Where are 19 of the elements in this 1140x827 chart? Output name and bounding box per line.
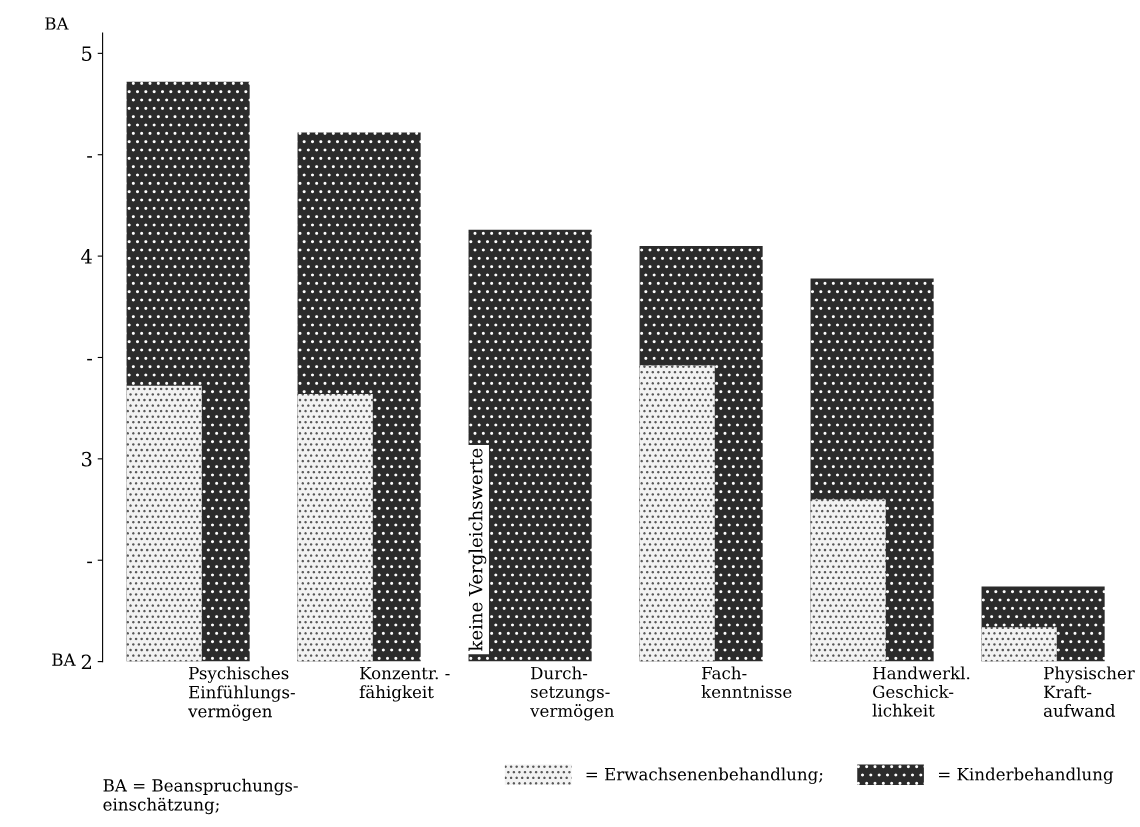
x-tick-label: Physischer Kraft- aufwand [1043,666,1135,717]
y-tick-label: 5 [82,46,92,62]
y-tick-label: 4 [81,249,92,264]
y-tick-label: - [87,156,93,158]
text: BA [52,653,76,666]
y-tick-label: 2 [81,654,91,669]
x-tick-label: Psychisches Einfühlungs- vermögen [188,666,295,721]
x-tick-label: Durch- setzungs- vermögen [530,666,614,721]
legend-label: = Kinderbehandlung [939,767,1114,784]
legend-label: = Erwachsenenbehandlung; [586,767,823,784]
y-tick-label: 3 [81,451,92,467]
y-tick-label: - [87,561,93,564]
text: BA = Beanspruchungs- einschätzung; [103,778,298,815]
x-tick-label: Fach- kenntnisse [701,666,792,699]
x-tick-label: Konzentr. - fähigkeit [359,666,450,702]
y-axis-title: BA [45,17,69,30]
x-tick-label: Handwerkl. Geschick- lichkeit [872,666,970,717]
annotation: keine Vergleichswerte [468,448,487,651]
y-tick-label: - [87,358,93,361]
